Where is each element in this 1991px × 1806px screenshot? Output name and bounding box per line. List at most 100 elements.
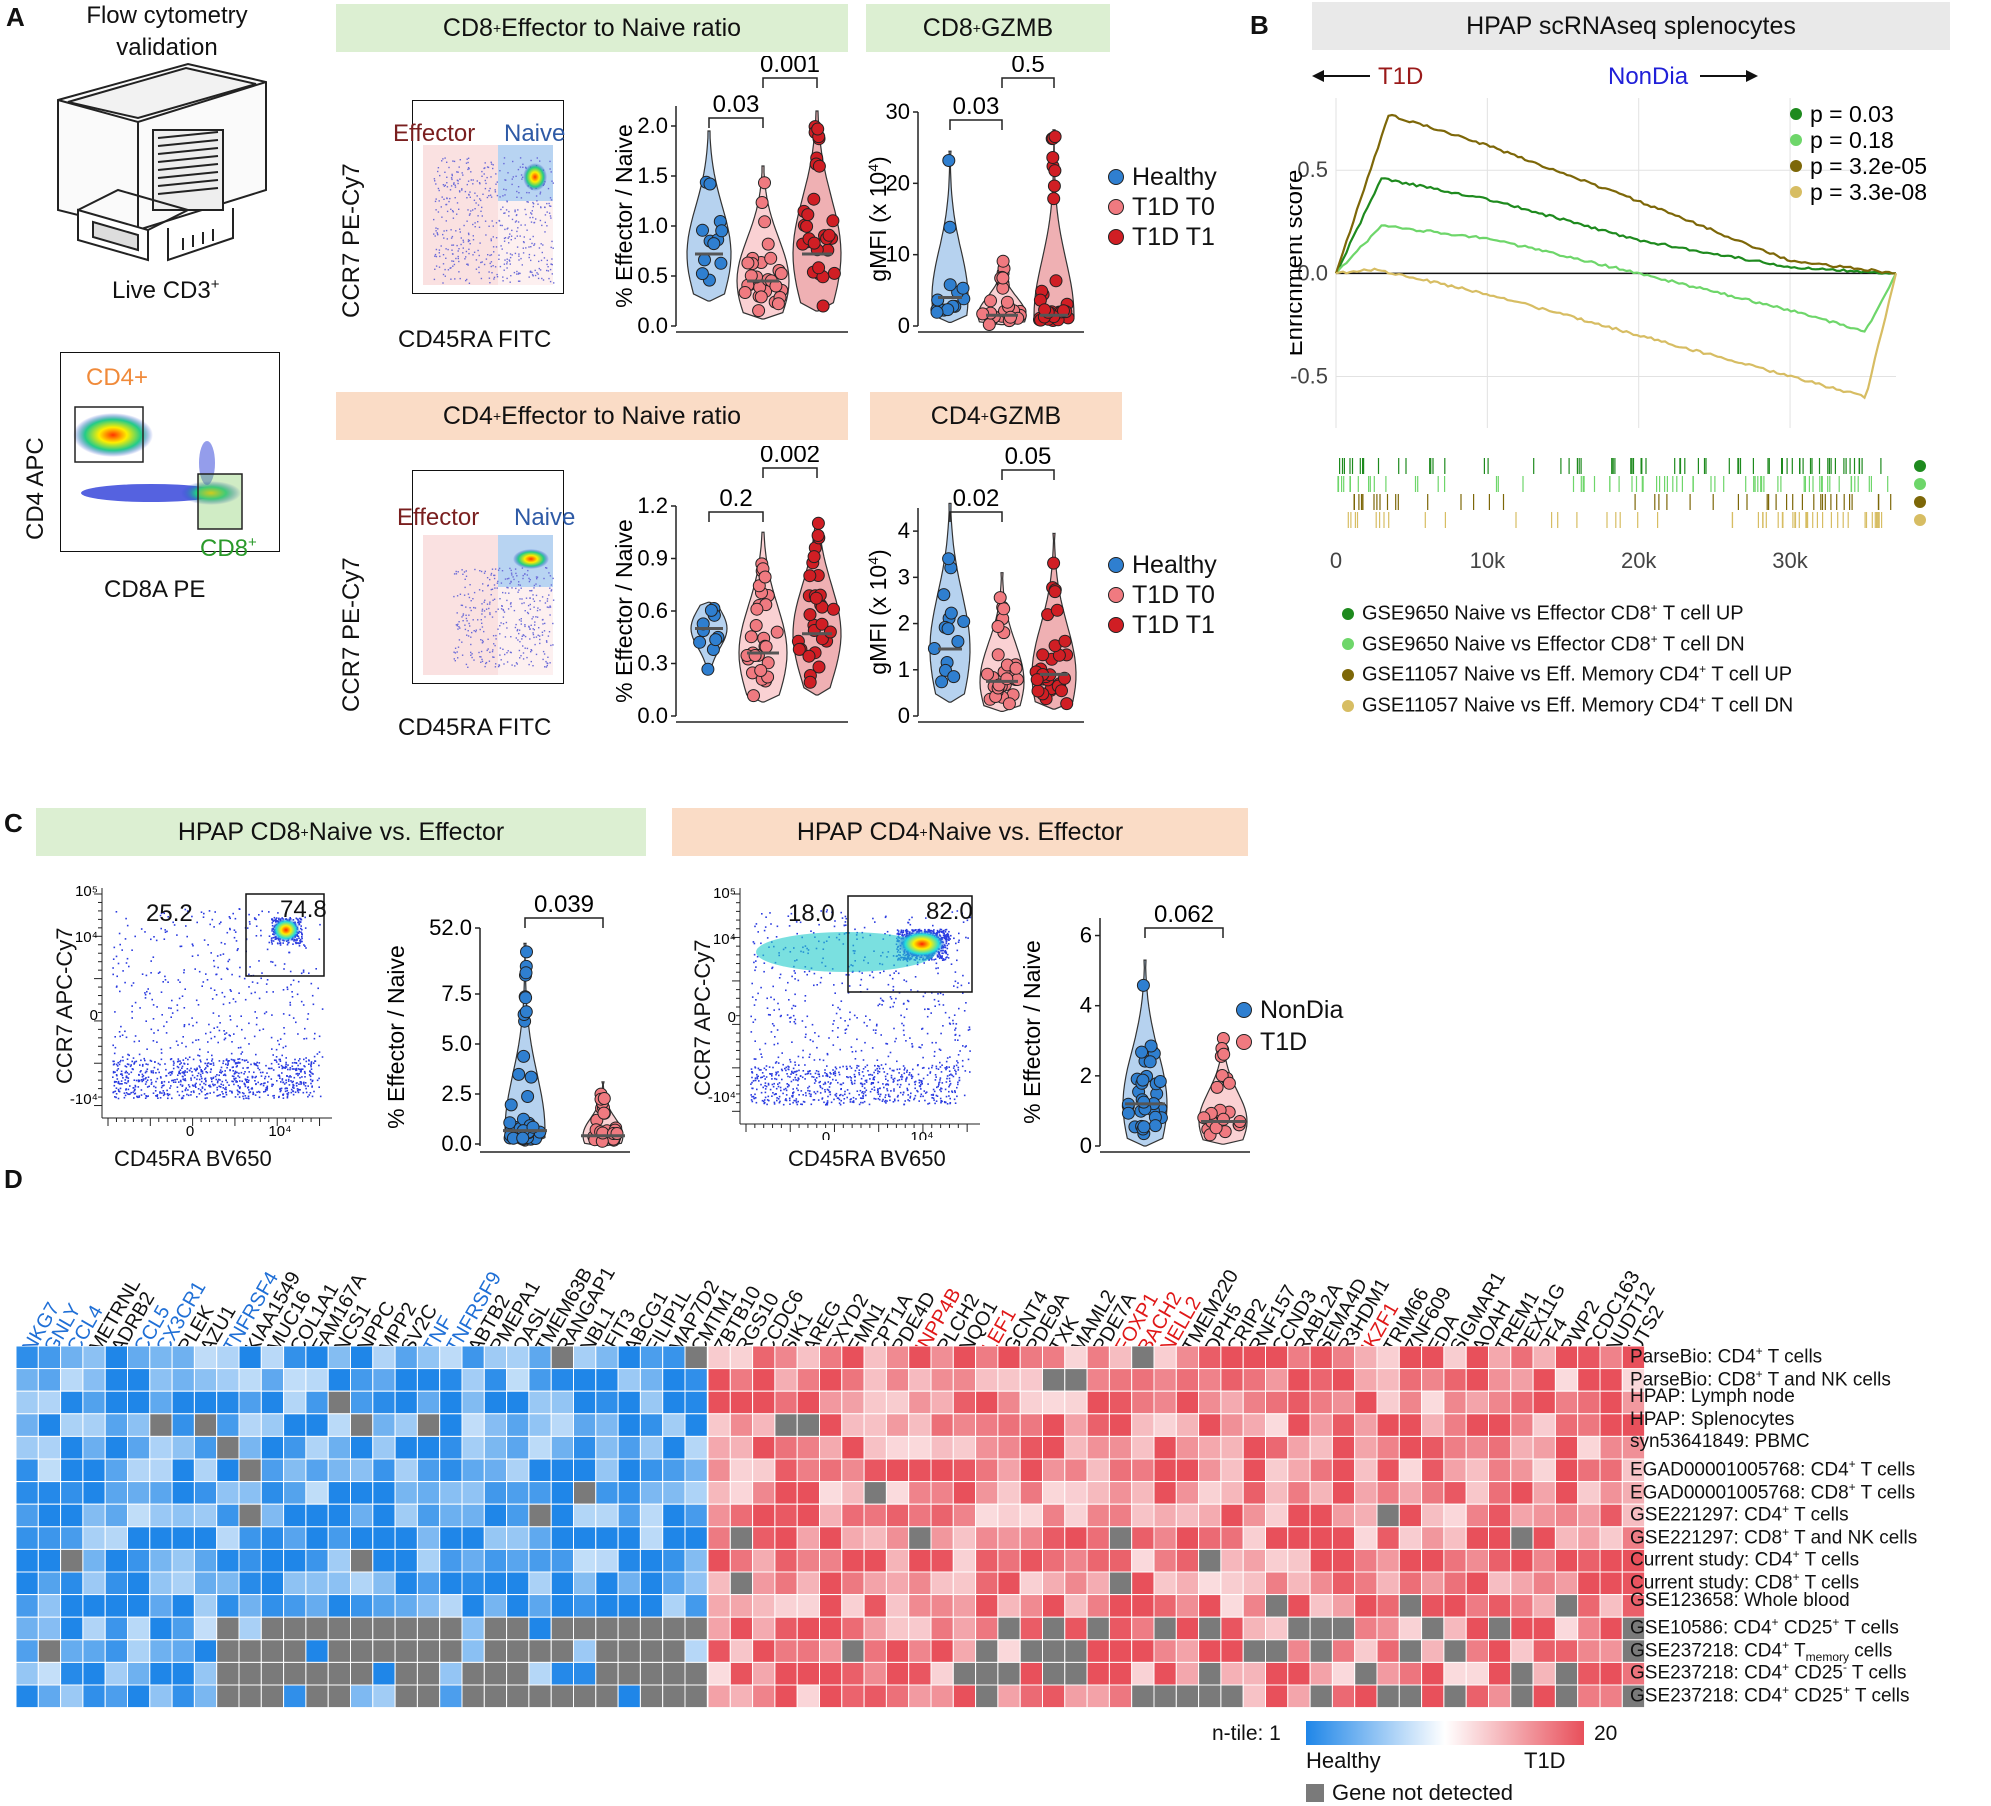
- data-point: [742, 257, 754, 269]
- flow-event: [234, 929, 236, 931]
- flow-event: [474, 193, 475, 194]
- flow-event: [290, 984, 292, 986]
- flow-event: [774, 1036, 776, 1038]
- flow-event: [543, 279, 544, 280]
- data-point: [1217, 1113, 1229, 1125]
- flow-event: [125, 1095, 127, 1097]
- flow-event: [893, 989, 895, 991]
- flow-event: [546, 662, 547, 663]
- flow-event: [768, 1096, 770, 1098]
- flow-event: [116, 1087, 118, 1089]
- flow-event: [441, 245, 442, 246]
- flow-event: [893, 1002, 895, 1004]
- flow-event: [795, 1023, 797, 1025]
- flow-event: [814, 1059, 816, 1061]
- flow-event: [190, 1094, 192, 1096]
- flow-event: [265, 1076, 267, 1078]
- flow-event: [466, 620, 467, 621]
- flow-event: [165, 1069, 167, 1071]
- flow-event: [516, 637, 517, 638]
- flow-event: [503, 189, 504, 190]
- flow-event: [287, 1097, 289, 1099]
- flow-event: [858, 1072, 860, 1074]
- flow-event: [458, 209, 459, 210]
- flow-event: [511, 239, 512, 240]
- flow-event: [280, 1091, 282, 1093]
- flow-event: [891, 1075, 893, 1077]
- flow-event: [456, 571, 457, 572]
- flow-event: [522, 645, 523, 646]
- flow-event: [182, 1085, 184, 1087]
- flow-event: [842, 1066, 844, 1068]
- flow-event: [259, 1069, 261, 1071]
- flow-event: [266, 1089, 268, 1091]
- flow-event: [920, 1096, 922, 1098]
- flow-event: [505, 189, 506, 190]
- flow-event: [301, 1001, 303, 1003]
- flow-event: [232, 1059, 234, 1061]
- data-point: [958, 616, 970, 628]
- flow-event: [539, 600, 540, 601]
- flow-event: [947, 945, 949, 947]
- flow-event: [521, 174, 522, 175]
- flow-event: [292, 996, 294, 998]
- flow-event: [283, 1097, 285, 1099]
- flow-event: [826, 1065, 828, 1067]
- flow-event: [155, 1081, 157, 1083]
- data-point: [765, 252, 777, 264]
- flow-event: [203, 1083, 205, 1085]
- flow-event: [462, 620, 463, 621]
- flow-event: [205, 1033, 207, 1035]
- flow-event: [950, 1102, 952, 1104]
- flow-event: [248, 914, 250, 916]
- flow-event: [862, 1097, 864, 1099]
- flow-event: [308, 1063, 310, 1065]
- flow-event: [967, 937, 969, 939]
- flow-event: [142, 973, 144, 975]
- flow-event: [272, 961, 274, 963]
- flow-event: [145, 1077, 147, 1079]
- data-point: [827, 215, 839, 227]
- flow-event: [939, 1089, 941, 1091]
- flow-event: [455, 185, 456, 186]
- flow-event: [846, 974, 848, 976]
- flow-event: [956, 1087, 958, 1089]
- flow-event: [273, 1069, 275, 1071]
- flow-event: [238, 1062, 240, 1064]
- flow-event: [548, 607, 549, 608]
- flow-event: [287, 1064, 289, 1066]
- data-point: [1049, 131, 1061, 143]
- flow-event: [501, 659, 502, 660]
- flow-event: [125, 1065, 127, 1067]
- flow-event: [785, 1070, 787, 1072]
- flow-event: [814, 1082, 816, 1084]
- flow-event: [491, 594, 492, 595]
- flow-event: [491, 162, 492, 163]
- flow-event: [454, 658, 455, 659]
- flow-event: [962, 1045, 964, 1047]
- flow-event: [267, 949, 269, 951]
- y-tick-label: 10⁵: [713, 885, 736, 902]
- flow-event: [495, 611, 496, 612]
- flow-event: [827, 1102, 829, 1104]
- flow-event: [802, 1050, 804, 1052]
- panel-label-a: A: [6, 2, 25, 33]
- flow-event: [890, 1090, 892, 1092]
- cd4-flow-y-label: CCR7 PE-Cy7: [338, 557, 366, 712]
- flow-event: [170, 1085, 172, 1087]
- flow-event: [223, 1060, 225, 1062]
- flow-event: [248, 1096, 250, 1098]
- flow-event: [819, 1059, 821, 1061]
- flow-event: [552, 273, 553, 274]
- flow-event: [227, 1060, 229, 1062]
- flow-event: [484, 573, 485, 574]
- flow-event: [958, 940, 960, 942]
- flow-event: [462, 174, 463, 175]
- data-point: [1138, 1096, 1150, 1108]
- flow-event: [292, 1081, 294, 1083]
- flow-event: [488, 608, 489, 609]
- flow-event: [116, 976, 118, 978]
- flow-event: [514, 610, 515, 611]
- flow-event: [929, 1103, 931, 1105]
- flow-event: [164, 1063, 166, 1065]
